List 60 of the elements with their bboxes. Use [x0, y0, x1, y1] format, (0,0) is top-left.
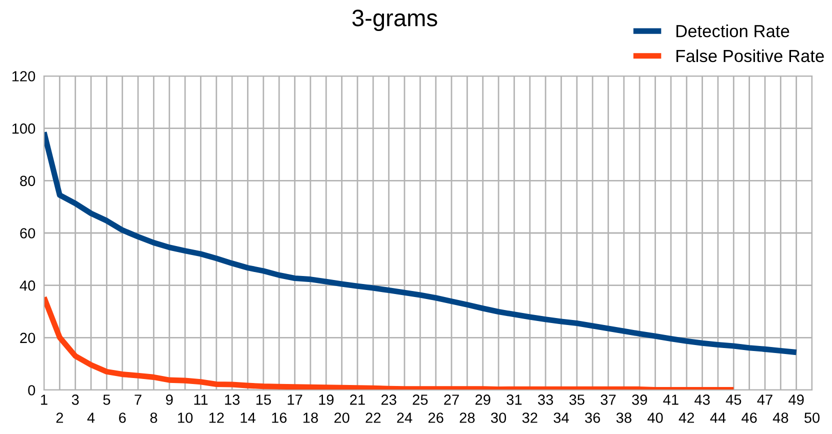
x-tick-label: 38 [616, 412, 632, 423]
x-tick-label: 20 [334, 412, 350, 423]
x-tick-label: 32 [522, 412, 538, 423]
x-tick-label: 5 [103, 394, 110, 405]
x-tick-label: 16 [272, 412, 287, 423]
x-tick-label: 49 [788, 394, 804, 405]
x-tick-label: 39 [632, 394, 648, 405]
x-tick-label: 27 [444, 394, 459, 405]
x-tick-label: 40 [647, 412, 663, 423]
x-tick-label: 26 [428, 412, 444, 423]
x-tick-label: 31 [506, 394, 522, 405]
y-tick-label: 80 [20, 176, 36, 186]
y-tick-label: 0 [28, 385, 36, 396]
y-tick-label: 100 [12, 123, 36, 134]
x-tick-label: 9 [166, 394, 173, 405]
y-tick-label: 20 [20, 332, 36, 344]
x-tick-label: 28 [460, 412, 475, 423]
x-tick-label: 19 [319, 394, 334, 405]
x-tick-label: 1 [41, 394, 48, 405]
x-tick-label: 23 [381, 394, 396, 405]
x-tick-label: 35 [569, 394, 584, 405]
x-tick-label: 14 [240, 412, 256, 423]
x-tick-label: 42 [678, 412, 694, 423]
x-tick-label: 34 [554, 412, 569, 423]
x-tick-label: 21 [350, 394, 365, 405]
legend-label: Detection Rate [676, 24, 790, 38]
x-tick-label: 8 [150, 412, 158, 423]
x-tick-label: 41 [663, 394, 678, 405]
x-tick-label: 43 [694, 394, 710, 405]
x-tick-label: 17 [288, 394, 302, 405]
x-tick-label: 30 [490, 412, 506, 423]
x-tick-label: 48 [772, 412, 788, 423]
x-tick-label: 11 [194, 394, 208, 405]
x-tick-label: 6 [119, 412, 126, 423]
x-tick-label: 12 [209, 412, 224, 423]
x-tick-label: 44 [710, 412, 726, 423]
y-tick-label: 120 [12, 71, 36, 82]
x-tick-label: 47 [757, 394, 772, 405]
x-tick-label: 7 [134, 394, 142, 405]
x-tick-label: 50 [804, 412, 820, 423]
x-tick-label: 22 [366, 412, 381, 423]
x-tick-label: 4 [87, 412, 95, 423]
chart-title: 3-grams [352, 10, 438, 32]
x-tick-label: 10 [178, 412, 193, 423]
x-tick-label: 46 [742, 412, 757, 423]
x-tick-label: 36 [585, 412, 600, 423]
y-tick-label: 60 [20, 228, 36, 238]
x-tick-label: 37 [600, 394, 616, 405]
x-tick-label: 29 [475, 394, 490, 405]
y-tick-label: 40 [20, 280, 36, 291]
legend-label: False Positive Rate [676, 49, 824, 62]
x-tick-label: 3 [72, 394, 79, 405]
x-tick-label: 2 [56, 412, 63, 423]
x-tick-label: 33 [538, 394, 554, 405]
x-tick-label: 13 [225, 394, 240, 405]
x-tick-label: 45 [726, 394, 742, 405]
x-tick-label: 18 [303, 412, 318, 423]
x-tick-label: 25 [412, 394, 428, 405]
x-tick-label: 24 [397, 412, 412, 423]
x-tick-label: 15 [256, 394, 271, 405]
